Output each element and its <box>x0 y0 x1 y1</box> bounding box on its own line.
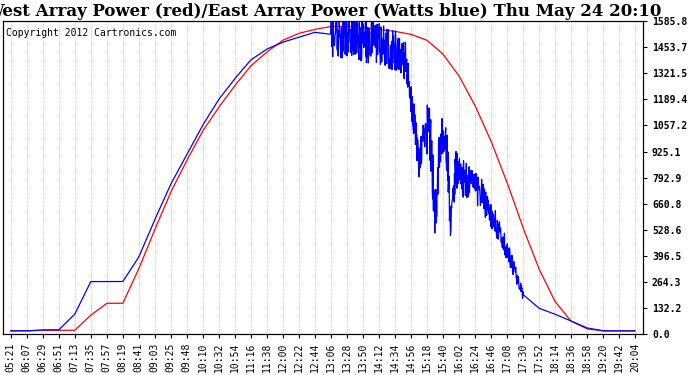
Title: West Array Power (red)/East Array Power (Watts blue) Thu May 24 20:10: West Array Power (red)/East Array Power … <box>0 3 661 20</box>
Text: Copyright 2012 Cartronics.com: Copyright 2012 Cartronics.com <box>6 28 177 38</box>
